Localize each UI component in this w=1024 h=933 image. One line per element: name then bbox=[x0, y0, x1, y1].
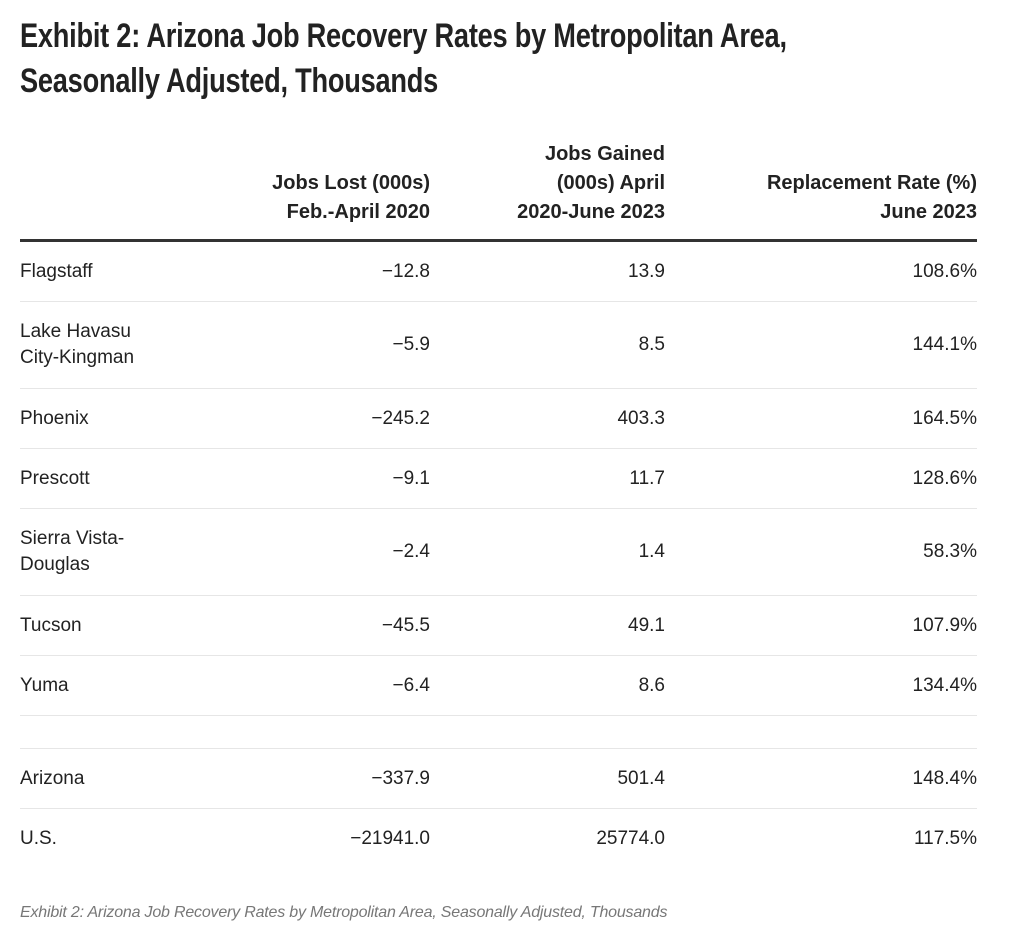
jobs-lost-cell: −2.4 bbox=[240, 508, 430, 596]
replacement-rate-cell: 134.4% bbox=[665, 655, 977, 716]
replacement-rate-cell: 164.5% bbox=[665, 388, 977, 449]
table-row: Tucson −45.5 49.1 107.9% bbox=[20, 595, 977, 656]
area-cell: Sierra Vista- Douglas bbox=[20, 508, 240, 596]
area-cell: U.S. bbox=[20, 827, 57, 849]
area-cell: Lake Havasu City-Kingman bbox=[20, 301, 240, 389]
jobs-gained-cell: 25774.0 bbox=[596, 827, 665, 849]
table-title: Exhibit 2: Arizona Job Recovery Rates by… bbox=[20, 14, 940, 104]
area-cell: Phoenix bbox=[20, 388, 240, 449]
jobs-gained-cell: 403.3 bbox=[430, 388, 665, 449]
replacement-rate-cell: 58.3% bbox=[665, 508, 977, 596]
area-cell: Arizona bbox=[20, 748, 240, 809]
jobs-lost-cell: −5.9 bbox=[240, 301, 430, 389]
table-row: Arizona −337.9 501.4 148.4% bbox=[20, 748, 977, 809]
jobs-lost-cell: −45.5 bbox=[240, 595, 430, 656]
table-row: Flagstaff −12.8 13.9 108.6% bbox=[20, 240, 977, 302]
jobs-lost-cell bbox=[240, 715, 430, 749]
jobs-lost-cell: −337.9 bbox=[240, 748, 430, 809]
table-row: U.S. −21941.0 25774.0 117.5% bbox=[20, 809, 977, 869]
jobs-gained-cell bbox=[430, 715, 665, 749]
replacement-rate-cell: 144.1% bbox=[665, 301, 977, 389]
jobs-gained-cell: 1.4 bbox=[430, 508, 665, 596]
header-jobs-gained: Jobs Gained (000s) April 2020-June 2023 bbox=[430, 140, 665, 242]
title-line-2: Seasonally Adjusted, Thousands bbox=[20, 62, 439, 100]
header-area bbox=[20, 140, 240, 242]
area-cell: Prescott bbox=[20, 448, 240, 509]
replacement-rate-cell: 117.5% bbox=[913, 827, 977, 849]
jobs-lost-cell: −12.8 bbox=[240, 240, 430, 302]
jobs-lost-cell: −6.4 bbox=[240, 655, 430, 716]
jobs-gained-cell: 13.9 bbox=[430, 240, 665, 302]
table-row: Sierra Vista- Douglas −2.4 1.4 58.3% bbox=[20, 508, 977, 596]
table-row: Prescott −9.1 11.7 128.6% bbox=[20, 448, 977, 509]
title-line-1: Exhibit 2: Arizona Job Recovery Rates by… bbox=[20, 17, 787, 55]
data-table: Jobs Lost (000s) Feb.-April 2020 Jobs Gai… bbox=[20, 140, 977, 868]
jobs-lost-cell: −245.2 bbox=[240, 388, 430, 449]
caption: Exhibit 2: Arizona Job Recovery Rates by… bbox=[20, 904, 668, 921]
replacement-rate-cell: 108.6% bbox=[665, 240, 977, 302]
area-cell: Tucson bbox=[20, 595, 240, 656]
area-cell: Yuma bbox=[20, 655, 240, 716]
table-row: Phoenix −245.2 403.3 164.5% bbox=[20, 388, 977, 449]
jobs-lost-cell: −21941.0 bbox=[350, 827, 430, 849]
header-row: Jobs Lost (000s) Feb.-April 2020 Jobs Gai… bbox=[20, 140, 977, 242]
jobs-gained-cell: 11.7 bbox=[430, 448, 665, 509]
jobs-gained-cell: 501.4 bbox=[430, 748, 665, 809]
table-row: Yuma −6.4 8.6 134.4% bbox=[20, 655, 977, 716]
replacement-rate-cell: 128.6% bbox=[665, 448, 977, 509]
header-jobs-lost: Jobs Lost (000s) Feb.-April 2020 bbox=[240, 140, 430, 242]
area-cell bbox=[20, 715, 240, 749]
header-replacement-rate: Replacement Rate (%) June 2023 bbox=[665, 140, 977, 242]
jobs-lost-cell: −9.1 bbox=[240, 448, 430, 509]
table-row: Lake Havasu City-Kingman −5.9 8.5 144.1% bbox=[20, 301, 977, 389]
jobs-gained-cell: 8.5 bbox=[430, 301, 665, 389]
jobs-gained-cell: 8.6 bbox=[430, 655, 665, 716]
replacement-rate-cell bbox=[665, 715, 977, 749]
area-cell: Flagstaff bbox=[20, 240, 240, 302]
replacement-rate-cell: 107.9% bbox=[665, 595, 977, 656]
table-row bbox=[20, 715, 977, 749]
jobs-gained-cell: 49.1 bbox=[430, 595, 665, 656]
replacement-rate-cell: 148.4% bbox=[665, 748, 977, 809]
